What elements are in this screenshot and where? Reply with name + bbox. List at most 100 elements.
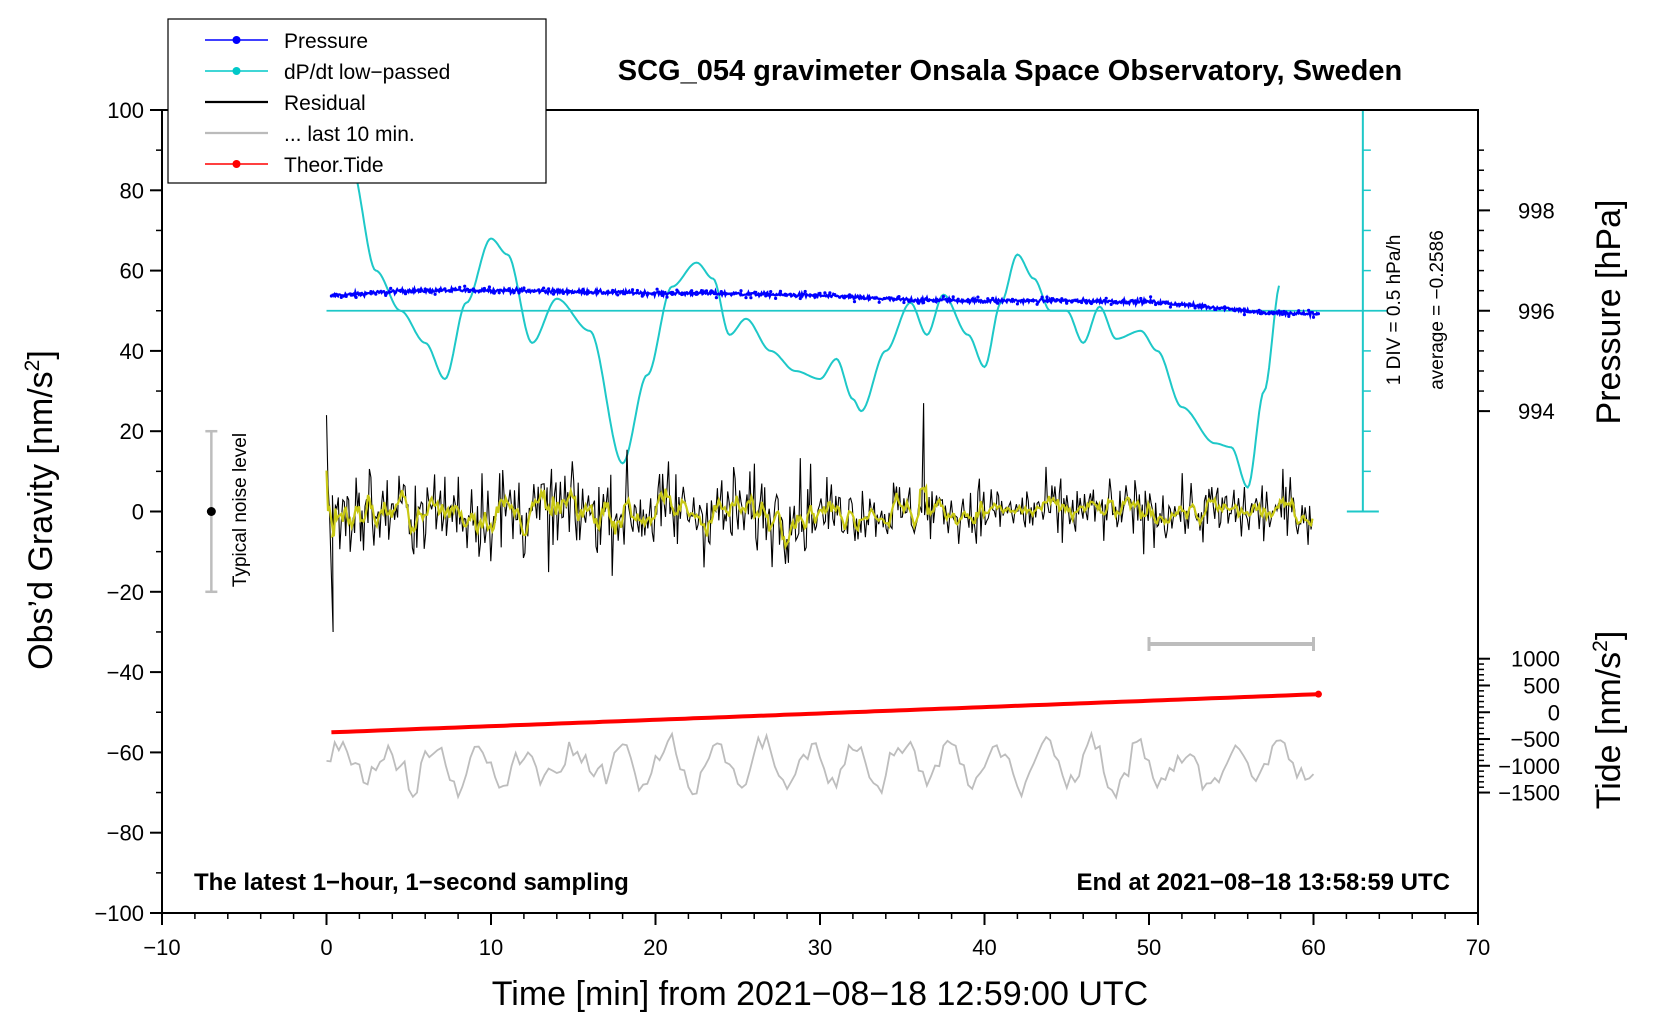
- pressure-point: [749, 296, 753, 300]
- y-axis-tide-label: Tide [nm/s2]: [1589, 631, 1628, 810]
- legend: Pressure dP/dt low−passed Residual ... last…: [167, 18, 547, 184]
- pressure-point: [798, 296, 802, 301]
- pressure-point: [354, 295, 358, 299]
- y-left-tick-label: −40: [107, 660, 144, 685]
- chart-title: SCG_054 gravimeter Onsala Space Observat…: [618, 55, 1402, 87]
- pressure-point: [1119, 300, 1123, 304]
- pressure-point: [463, 284, 467, 288]
- pressure-point: [1257, 308, 1261, 312]
- pressure-point: [472, 289, 477, 293]
- pressure-point: [695, 290, 699, 294]
- pressure-point: [927, 299, 931, 303]
- pressure-point: [1075, 299, 1079, 303]
- pressure-point: [852, 300, 857, 304]
- pressure-point: [1267, 312, 1271, 316]
- pressure-point: [591, 291, 595, 295]
- pressure-point: [1262, 311, 1266, 315]
- tide-tick-label: −1000: [1498, 754, 1560, 779]
- pressure-point: [551, 292, 556, 296]
- pressure-point: [364, 292, 368, 296]
- y-axis-pressure: 998 996 994: [1478, 149, 1555, 424]
- pressure-point: [453, 287, 457, 291]
- tide-tick-label: 1000: [1511, 647, 1560, 672]
- tide-series-line: [331, 692, 1319, 735]
- pressure-point: [334, 292, 338, 296]
- y-left-tick-label: −80: [107, 821, 144, 846]
- pressure-point: [1099, 300, 1103, 304]
- pressure-point: [601, 291, 605, 295]
- pressure-point: [537, 288, 541, 292]
- pressure-point: [606, 291, 610, 295]
- pressure-point: [734, 291, 738, 295]
- x-axis: −10 0 10 20 30 40 50 60 70: [143, 913, 1490, 960]
- pressure-point: [1218, 307, 1222, 311]
- pressure-point: [1193, 306, 1197, 310]
- pressure-point: [1010, 297, 1015, 301]
- residual-series-line: [325, 403, 1314, 633]
- pressure-point: [379, 289, 383, 294]
- pressure-point: [428, 290, 432, 294]
- pressure-point: [665, 295, 669, 299]
- legend-label: Theor.Tide: [284, 154, 384, 177]
- x-tick-label: 10: [479, 935, 503, 960]
- pressure-point: [754, 290, 758, 294]
- x-tick-label: 20: [643, 935, 667, 960]
- pressure-point: [625, 290, 630, 295]
- y-axis-left-label: Obs’d Gravity [nm/s2]: [21, 350, 60, 670]
- pressure-point: [936, 298, 941, 302]
- pressure-point: [1035, 302, 1039, 306]
- pressure-point: [941, 294, 946, 299]
- pressure-point: [640, 294, 644, 298]
- last10-series-line: [326, 730, 1315, 800]
- div-scale-label: 1 DIV = 0.5 hPa/h: [1384, 235, 1405, 386]
- pressure-point: [1060, 297, 1064, 301]
- pressure-point: [458, 285, 462, 289]
- pressure-point: [438, 287, 442, 291]
- pressure-point: [556, 288, 561, 292]
- pressure-point: [897, 295, 901, 299]
- pressure-point: [961, 299, 965, 303]
- pressure-point: [1203, 303, 1207, 307]
- pressure-point: [1223, 305, 1227, 309]
- tide-tick-label: 0: [1548, 700, 1560, 725]
- pressure-point: [1232, 308, 1237, 313]
- pressure-point: [1020, 299, 1024, 303]
- pressure-point: [783, 293, 788, 297]
- pressure-point: [1040, 295, 1044, 299]
- pressure-point: [1158, 302, 1163, 306]
- pressure-point: [561, 291, 566, 295]
- pressure-point: [882, 296, 886, 301]
- pressure-point: [349, 293, 353, 297]
- pressure-point: [685, 291, 689, 295]
- residual-filtered-line: [325, 470, 1314, 551]
- pressure-point: [1198, 304, 1202, 308]
- pressure-point: [709, 289, 714, 293]
- tide-end-point: [1314, 690, 1322, 698]
- pressure-point: [1272, 310, 1276, 314]
- noise-bar-center: [206, 507, 216, 516]
- tide-tick-label: −500: [1510, 727, 1560, 752]
- pressure-point: [788, 292, 793, 296]
- pressure-point: [833, 293, 837, 297]
- y-left-tick-label: 60: [120, 259, 144, 284]
- legend-swatch-dot: [232, 160, 241, 168]
- legend-entry: Pressure: [205, 30, 368, 53]
- pressure-point: [621, 290, 625, 294]
- pressure-point: [848, 293, 852, 297]
- pressure-point: [1045, 295, 1049, 299]
- pressure-point: [645, 293, 649, 297]
- pressure-point: [398, 288, 403, 292]
- legend-entry: Theor.Tide: [205, 154, 384, 177]
- pressure-point: [482, 286, 486, 291]
- pressure-point: [1030, 299, 1034, 303]
- pressure-point: [803, 289, 807, 294]
- pressure-point: [1005, 298, 1010, 302]
- pressure-point: [759, 293, 763, 297]
- pressure-point: [714, 296, 719, 300]
- pressure-point: [468, 289, 472, 293]
- pressure-point: [329, 294, 333, 298]
- pressure-point: [1213, 307, 1217, 312]
- pressure-point: [1144, 300, 1148, 304]
- y-left-tick-label: −20: [107, 580, 144, 605]
- pressure-point: [690, 289, 694, 293]
